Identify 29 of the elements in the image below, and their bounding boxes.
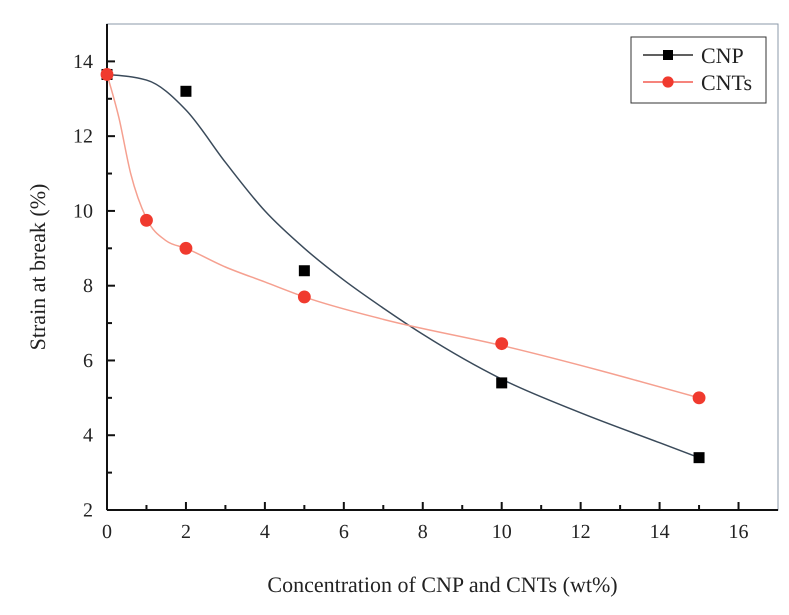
legend-label: CNTs — [701, 70, 752, 95]
x-tick-label: 0 — [102, 521, 112, 544]
y-tick-label: 6 — [83, 350, 93, 372]
x-tick-label: 14 — [650, 521, 670, 544]
point — [694, 452, 705, 464]
point — [298, 290, 311, 304]
x-tick-label: 4 — [260, 521, 270, 544]
x-tick-label: 12 — [570, 521, 591, 544]
y-tick-label: 2 — [83, 499, 93, 522]
y-tick-label: 12 — [73, 126, 93, 148]
x-tick-label: 10 — [492, 521, 512, 544]
x-tick-label: 8 — [418, 521, 428, 544]
y-tick-label: 10 — [73, 200, 93, 222]
y-tick-label: 4 — [83, 424, 93, 447]
x-tick-label: 6 — [338, 521, 349, 544]
y-tick-label: 14 — [73, 50, 93, 73]
point — [495, 337, 508, 350]
point — [180, 242, 192, 255]
point — [692, 391, 706, 404]
x-tick-label: 16 — [728, 521, 749, 544]
point — [298, 265, 310, 276]
legend-label: CNP — [701, 43, 744, 68]
y-tick-label: 8 — [83, 275, 93, 298]
y-axis-title: Strain at break (%) — [25, 184, 50, 350]
point — [496, 377, 508, 388]
x-axis-title: Concentration of CNP and CNTs (wt%) — [267, 572, 618, 597]
x-tick-label: 2 — [180, 521, 191, 544]
point — [140, 214, 153, 227]
point — [180, 86, 192, 97]
